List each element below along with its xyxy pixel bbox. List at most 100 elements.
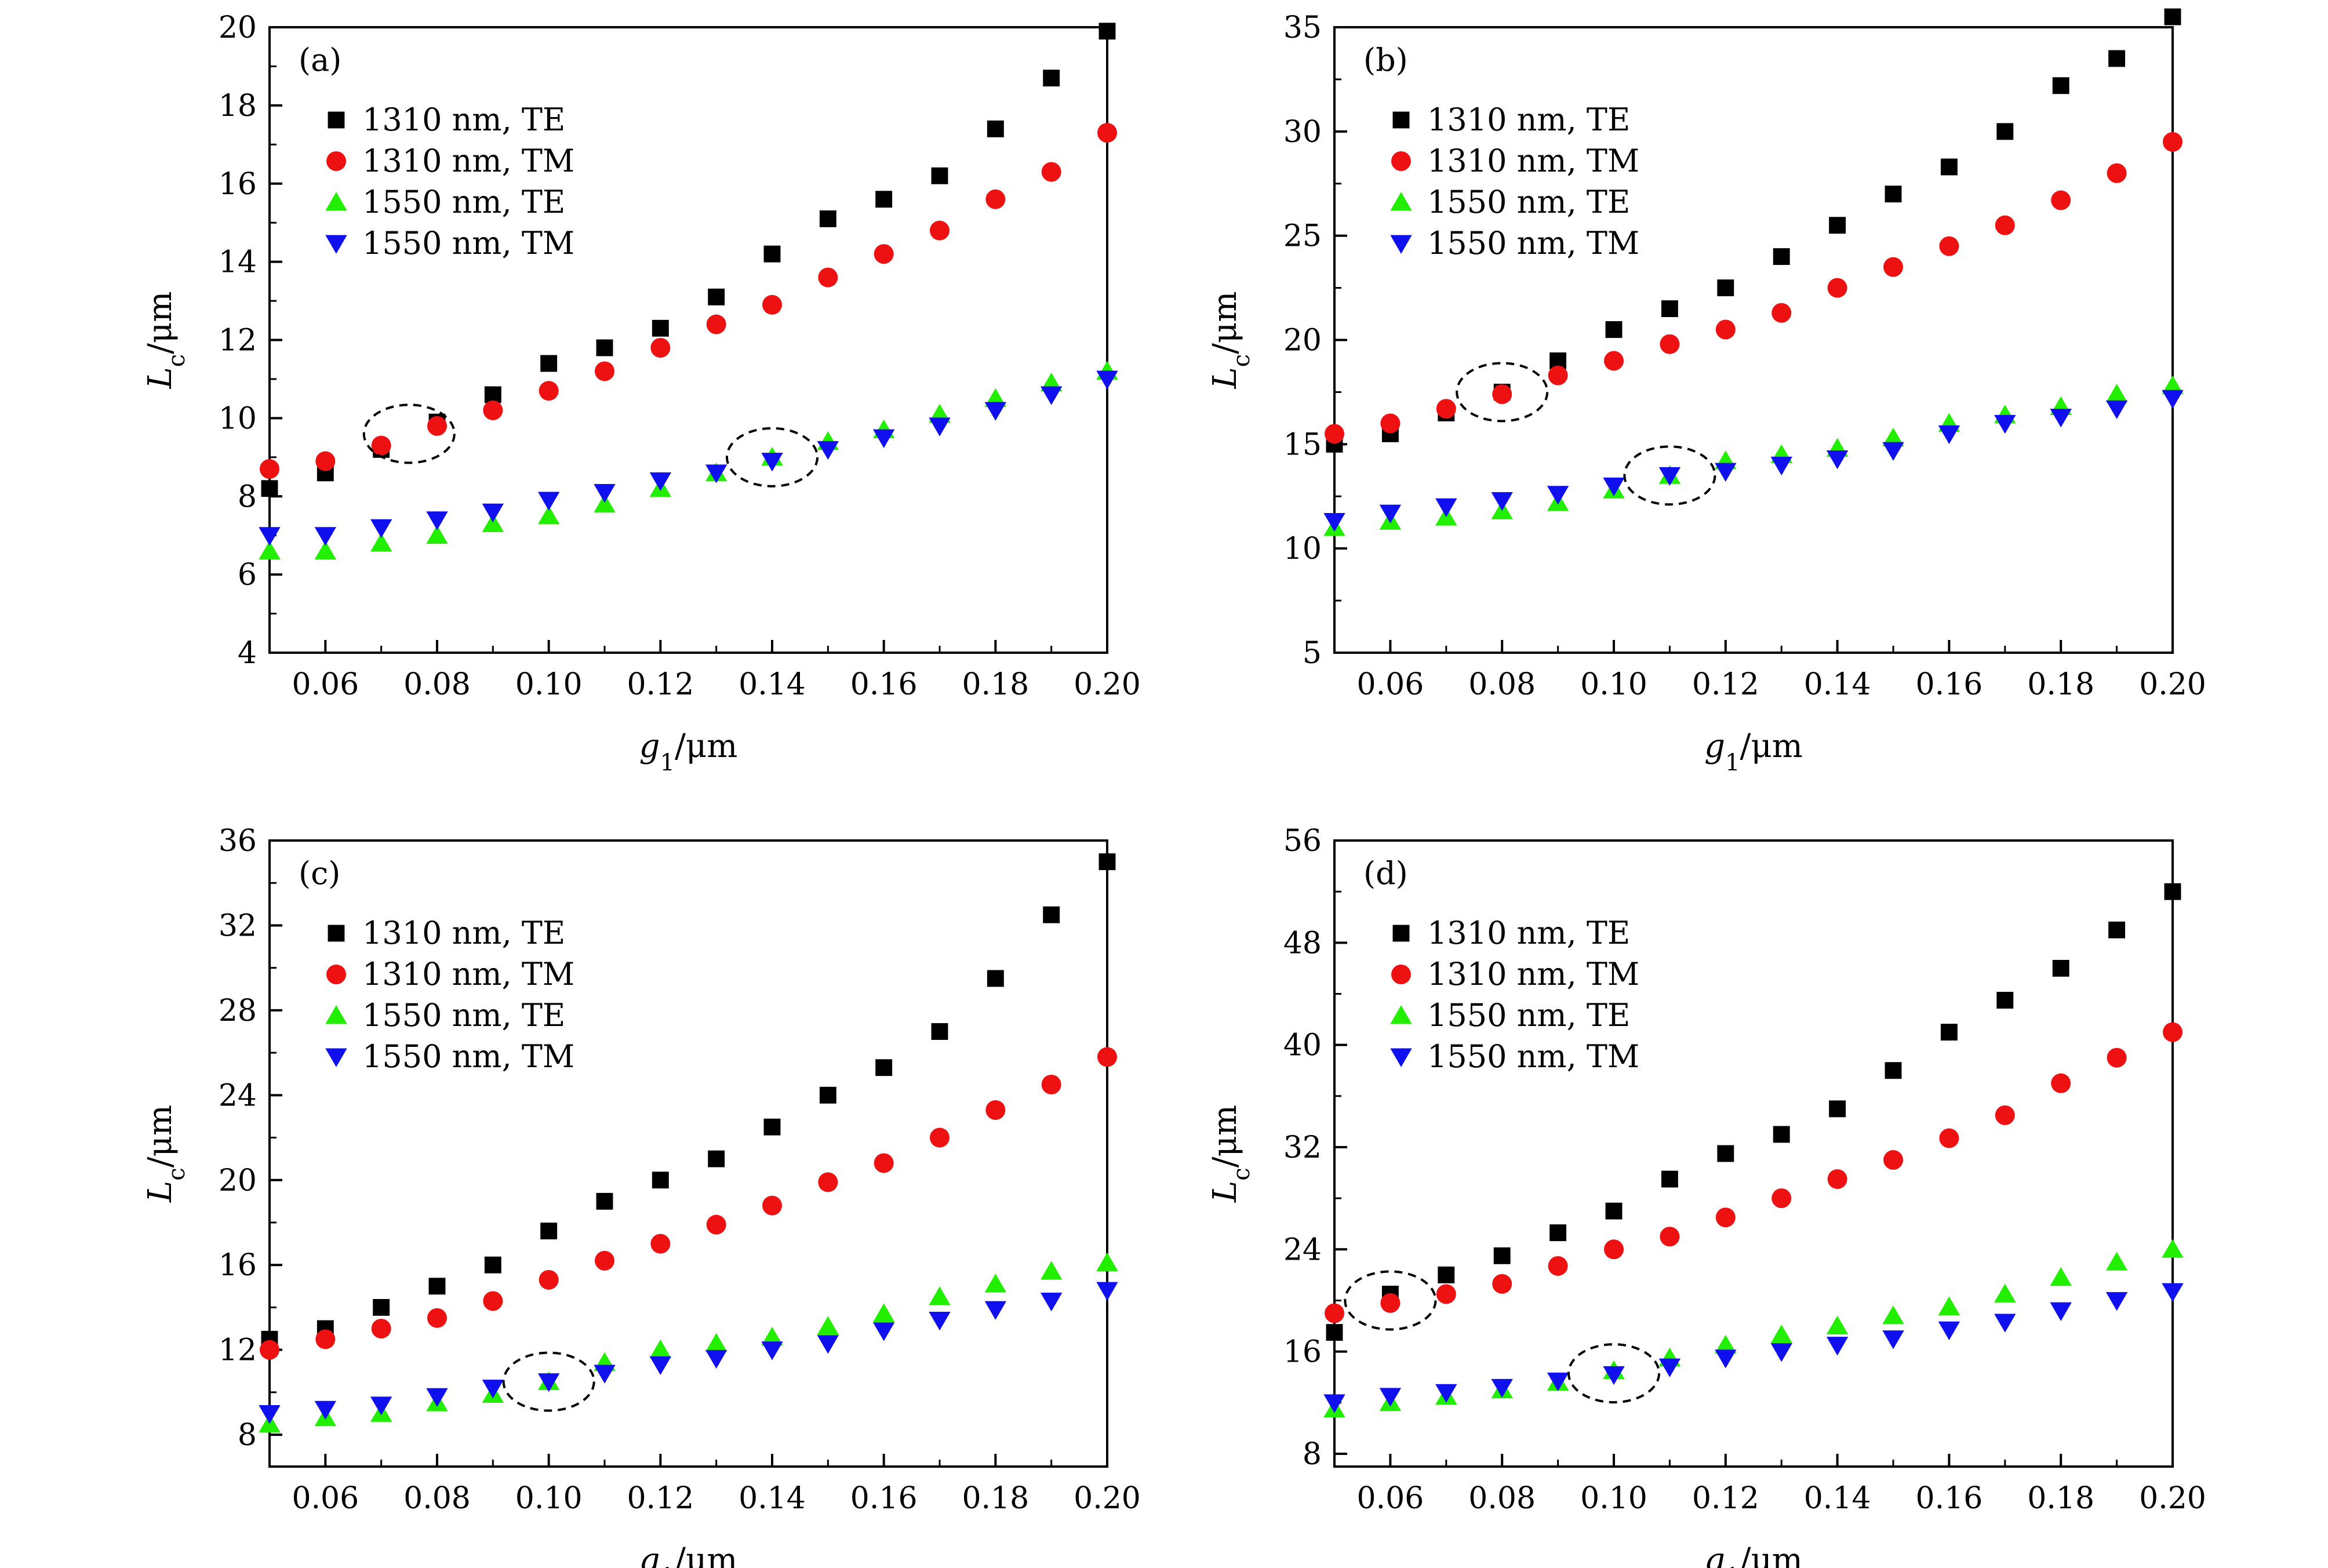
legend-marker bbox=[1390, 1005, 1412, 1024]
data-point bbox=[817, 1316, 839, 1335]
data-point bbox=[761, 1341, 783, 1360]
dashed-ellipse-annotation bbox=[502, 1351, 595, 1412]
y-tick-label: 32 bbox=[219, 908, 257, 943]
data-point bbox=[1658, 1358, 1681, 1377]
data-point bbox=[1827, 1169, 1847, 1189]
data-point bbox=[1940, 158, 1958, 176]
data-point bbox=[872, 1322, 895, 1341]
legend-label: 1310 nm, TE bbox=[1427, 101, 1630, 138]
data-point bbox=[537, 505, 560, 525]
data-point bbox=[1715, 1207, 1736, 1228]
x-tick-label: 0.18 bbox=[2027, 667, 2094, 702]
panel-d: 0.06 0.08 0.10 0.12 0.14 0.16 0.18 0.20 8 16 24 32 4… bbox=[1206, 824, 2206, 1568]
data-point bbox=[1379, 1388, 1402, 1407]
data-point bbox=[1041, 162, 1061, 182]
y-tick-label: 12 bbox=[219, 1333, 257, 1368]
legend-label: 1310 nm, TM bbox=[1427, 143, 1639, 179]
y-tick-label: 40 bbox=[1283, 1028, 1322, 1063]
x-tick-label: 0.12 bbox=[1692, 667, 1759, 702]
data-point bbox=[929, 1286, 951, 1305]
dashed-ellipse-annotation bbox=[1344, 1270, 1437, 1331]
data-point bbox=[761, 1326, 783, 1346]
data-point bbox=[985, 1100, 1006, 1120]
dashed-ellipse-annotation bbox=[726, 427, 819, 488]
data-point bbox=[1827, 278, 1847, 298]
data-point bbox=[2105, 400, 2128, 420]
data-point bbox=[984, 402, 1007, 421]
data-point bbox=[539, 1269, 559, 1290]
x-tick-label: 0.12 bbox=[1692, 1481, 1759, 1516]
data-point bbox=[1380, 413, 1401, 434]
data-point bbox=[1938, 1296, 1960, 1315]
data-point bbox=[1995, 1105, 2015, 1125]
data-point bbox=[817, 1335, 839, 1354]
data-point bbox=[1938, 1321, 1960, 1341]
panel-label: (d) bbox=[1363, 855, 1408, 892]
data-point bbox=[261, 480, 278, 497]
legend-label: 1310 nm, TE bbox=[1427, 915, 1630, 951]
data-point bbox=[2163, 1022, 2182, 1042]
data-point bbox=[984, 1301, 1007, 1320]
data-point bbox=[1097, 123, 1117, 143]
y-tick-label: 36 bbox=[219, 824, 257, 858]
data-point bbox=[931, 1023, 948, 1040]
data-point bbox=[1547, 1372, 1569, 1392]
data-point bbox=[1379, 504, 1402, 523]
dashed-ellipse-annotation bbox=[1456, 362, 1549, 423]
data-point bbox=[484, 386, 501, 403]
data-point bbox=[1096, 1252, 1118, 1271]
data-point bbox=[1715, 1349, 1737, 1369]
y-tick-label: 30 bbox=[1283, 115, 1322, 150]
legend-label: 1310 nm, TE bbox=[362, 101, 565, 138]
data-point bbox=[763, 1118, 781, 1136]
data-point bbox=[315, 451, 336, 471]
data-point bbox=[426, 1388, 448, 1407]
x-tick-label: 0.20 bbox=[2139, 1481, 2206, 1516]
data-point bbox=[1493, 1247, 1511, 1264]
data-point bbox=[1605, 1202, 1623, 1220]
data-point bbox=[1547, 486, 1569, 505]
panel-a: 0.06 0.08 0.10 0.12 0.14 0.16 0.18 0.20 4 6 8 10 12 1… bbox=[141, 10, 1141, 776]
data-point bbox=[1380, 1293, 1401, 1313]
data-point bbox=[2052, 959, 2069, 977]
y-tick-label: 18 bbox=[219, 89, 257, 123]
y-tick-label: 5 bbox=[1303, 636, 1322, 671]
legend-label: 1310 nm, TM bbox=[1427, 956, 1639, 992]
legend-marker bbox=[326, 151, 346, 171]
data-point bbox=[540, 1223, 558, 1240]
data-point bbox=[2052, 77, 2069, 94]
x-tick-label: 0.14 bbox=[1804, 1481, 1871, 1516]
data-point bbox=[370, 519, 392, 539]
data-point bbox=[817, 441, 839, 460]
x-tick-label: 0.20 bbox=[1074, 667, 1141, 702]
data-point bbox=[987, 970, 1004, 987]
data-point bbox=[1939, 236, 1959, 256]
data-point bbox=[260, 459, 279, 479]
data-point bbox=[1492, 384, 1512, 405]
x-tick-label: 0.14 bbox=[739, 667, 806, 702]
y-tick-label: 16 bbox=[1283, 1335, 1322, 1370]
x-tick-label: 0.08 bbox=[403, 667, 471, 702]
data-point bbox=[1715, 1334, 1737, 1354]
data-point bbox=[1491, 492, 1513, 511]
data-point bbox=[708, 288, 725, 305]
data-point bbox=[650, 337, 671, 358]
data-point bbox=[984, 1274, 1007, 1293]
panel-c: 0.06 0.08 0.10 0.12 0.14 0.16 0.18 0.20 8 12 16 20 2… bbox=[141, 824, 1141, 1568]
y-axis-label: Lc/μm bbox=[1206, 292, 1255, 390]
data-point bbox=[2050, 1267, 2072, 1286]
x-tick-label: 0.14 bbox=[1804, 667, 1871, 702]
panel-label: (c) bbox=[299, 855, 340, 892]
data-point bbox=[762, 1195, 782, 1216]
y-tick-label: 10 bbox=[1283, 532, 1322, 566]
y-tick-label: 24 bbox=[1283, 1232, 1322, 1267]
data-point bbox=[537, 492, 560, 511]
data-point bbox=[987, 120, 1004, 137]
y-tick-label: 6 bbox=[238, 558, 257, 592]
data-point bbox=[596, 1192, 613, 1210]
x-tick-label: 0.08 bbox=[1468, 667, 1536, 702]
data-point bbox=[1826, 1337, 1849, 1356]
data-point bbox=[315, 1329, 336, 1349]
data-point bbox=[819, 1086, 836, 1104]
data-point bbox=[537, 1373, 560, 1392]
